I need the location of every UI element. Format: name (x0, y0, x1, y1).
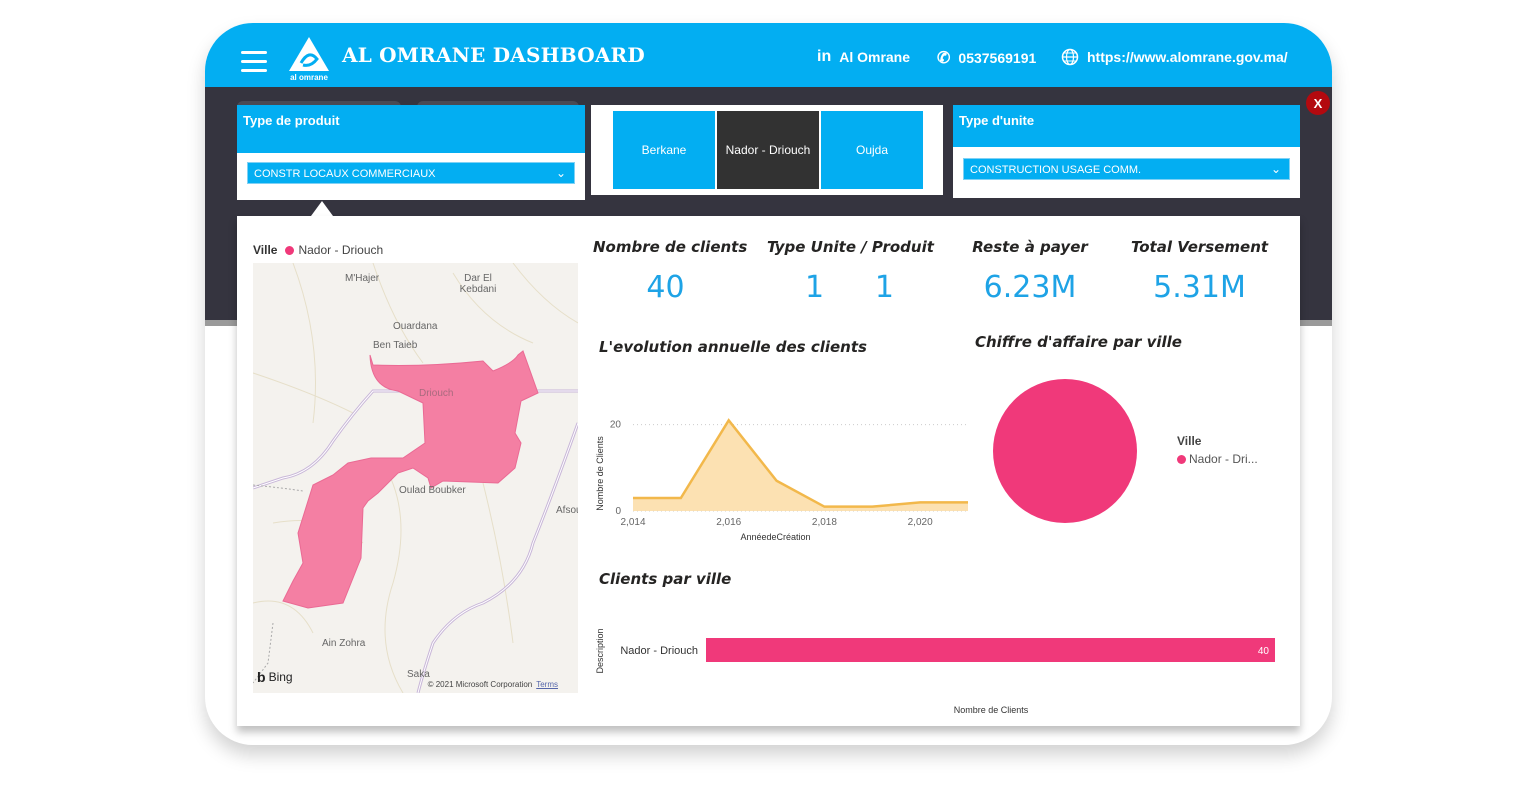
city-slicer: Berkane Nador - Driouch Oujda (591, 105, 943, 195)
type-produit-slicer: Type de produit CONSTR LOCAUX COMMERCIAU… (237, 105, 585, 200)
type-produit-dropdown[interactable]: CONSTR LOCAUX COMMERCIAUX ⌄ (247, 162, 575, 184)
kpi-value-unite: 1 (805, 270, 825, 305)
map-place: Driouch (419, 388, 454, 399)
menu-icon[interactable] (241, 51, 267, 73)
area-line (633, 418, 968, 508)
area-chart-title: L'evolution annuelle des clients (599, 338, 867, 356)
chevron-down-icon: ⌄ (1270, 162, 1281, 176)
map-place: M'Hajer (345, 273, 380, 284)
x-axis-title: Nombre de Clients (954, 705, 1029, 715)
pie-legend: Ville Nador - Dri... (1177, 434, 1258, 466)
kpi-nombre-clients: Nombre de clients 40 (593, 238, 748, 305)
dashboard-window: al omrane AL OMRANE DASHBOARD in Al Omra… (205, 23, 1332, 745)
kpi-value: 40 (646, 270, 685, 305)
y-axis-title: Description (595, 628, 605, 673)
pie-legend-title: Ville (1177, 434, 1202, 448)
map-layer (253, 263, 578, 693)
pie-legend-label: Nador - Dri... (1189, 452, 1258, 466)
linkedin-label: Al Omrane (839, 49, 911, 65)
bing-label: Bing (268, 670, 293, 684)
map-place: Ben Taieb (373, 340, 418, 351)
map-copyright: © 2021 Microsoft Corporation Terms (428, 680, 558, 689)
city-button-oujda[interactable]: Oujda (821, 111, 923, 189)
chevron-down-icon: ⌄ (555, 166, 566, 180)
kpi-title: Type Unite / Produit (767, 238, 934, 256)
linkedin-link[interactable]: in Al Omrane (817, 48, 910, 66)
map-place: Ain Zohra (322, 638, 366, 649)
y-axis-title: Nombre de Clients (595, 436, 605, 511)
map-legend: Ville Nador - Driouch (253, 243, 383, 257)
pie-chart[interactable] (992, 376, 1142, 526)
phone-number: 0537569191 (958, 50, 1037, 66)
legend-dot (285, 245, 295, 255)
type-unite-slicer: Type d'unite CONSTRUCTION USAGE COMM. ⌄ (953, 105, 1300, 198)
terms-link[interactable]: Terms (536, 680, 558, 689)
copyright-text: © 2021 Microsoft Corporation (427, 680, 533, 689)
bar-category-label: Nador - Driouch (620, 645, 698, 657)
pie-chart-title: Chiffre d'affaire par ville (975, 333, 1182, 351)
phone-link[interactable]: ✆ 0537569191 (937, 48, 1036, 68)
type-produit-value: CONSTR LOCAUX COMMERCIAUX (254, 168, 436, 180)
website-url: https://www.alomrane.gov.ma/ (1087, 49, 1288, 65)
kpi-value: 5.31M (1153, 270, 1246, 305)
pointer-arrow (311, 201, 333, 216)
map-legend-item: Nador - Driouch (298, 243, 384, 257)
bing-icon: b (257, 669, 266, 685)
kpi-total-versement: Total Versement 5.31M (1127, 238, 1272, 305)
kpi-value-produit: 1 (874, 270, 894, 305)
phone-icon: ✆ (937, 50, 951, 67)
globe-icon (1061, 48, 1079, 66)
top-bar: al omrane AL OMRANE DASHBOARD in Al Omra… (205, 23, 1332, 87)
legend-dot (1177, 454, 1186, 464)
area-fill (633, 420, 968, 511)
type-unite-title: Type d'unite (953, 105, 1300, 147)
bar (706, 638, 1275, 662)
x-tick-label: 2,018 (812, 517, 837, 528)
map-place: Dar El Kebdani (459, 273, 497, 295)
close-button[interactable]: X (1306, 91, 1330, 115)
region-map[interactable]: M'Hajer Dar El Kebdani Ouardana Ben Taie… (253, 263, 578, 693)
y-tick-label: 20 (610, 420, 622, 431)
linkedin-icon: in (817, 48, 832, 65)
type-produit-title: Type de produit (237, 105, 585, 153)
website-link[interactable]: https://www.alomrane.gov.ma/ (1061, 48, 1288, 66)
x-tick-label: 2,014 (620, 517, 645, 528)
bing-logo: b Bing (257, 669, 293, 685)
area-chart[interactable]: 0 20 2,014 2,016 2,018 2,020 AnnéedeCréation No… (593, 396, 978, 546)
pie-legend-item[interactable]: Nador - Dri... (1177, 452, 1258, 466)
x-tick-label: 2,016 (716, 517, 741, 528)
kpi-values: 1 1 (767, 270, 932, 305)
kpi-title: Total Versement (1130, 238, 1269, 256)
bar-data-label: 40 (1258, 646, 1270, 657)
pie-slice (993, 379, 1137, 523)
type-unite-dropdown[interactable]: CONSTRUCTION USAGE COMM. ⌄ (963, 158, 1290, 180)
type-unite-value: CONSTRUCTION USAGE COMM. (970, 164, 1142, 176)
app-title: AL OMRANE DASHBOARD (342, 43, 645, 67)
city-button-berkane[interactable]: Berkane (613, 111, 715, 189)
city-button-nador-driouch[interactable]: Nador - Driouch (717, 111, 819, 189)
kpi-title: Reste à payer (972, 238, 1088, 256)
kpi-title: Nombre de clients (593, 238, 748, 256)
kpi-type-unite-produit: Type Unite / Produit 1 1 (767, 238, 934, 305)
bar-chart-title: Clients par ville (599, 570, 732, 588)
al-omrane-logo: al omrane (289, 37, 329, 82)
x-axis-title: AnnéedeCréation (740, 532, 810, 542)
map-place: Ouardana (393, 321, 438, 332)
bar-chart[interactable]: Nador - Driouch 40 Description Nombre de Cl… (593, 611, 1288, 721)
report-panel: Ville Nador - Driouch M'Hajer Dar El Keb… (237, 216, 1300, 726)
map-legend-title: Ville (253, 243, 278, 257)
kpi-reste-a-payer: Reste à payer 6.23M (965, 238, 1095, 305)
map-place: Saka (407, 669, 430, 680)
kpi-value: 6.23M (983, 270, 1077, 305)
x-tick-label: 2,020 (908, 517, 933, 528)
svg-text:al omrane: al omrane (290, 73, 328, 82)
map-place: Afsou (556, 505, 578, 516)
y-tick-label: 0 (615, 506, 621, 517)
map-place: Oulad Boubker (399, 485, 466, 496)
